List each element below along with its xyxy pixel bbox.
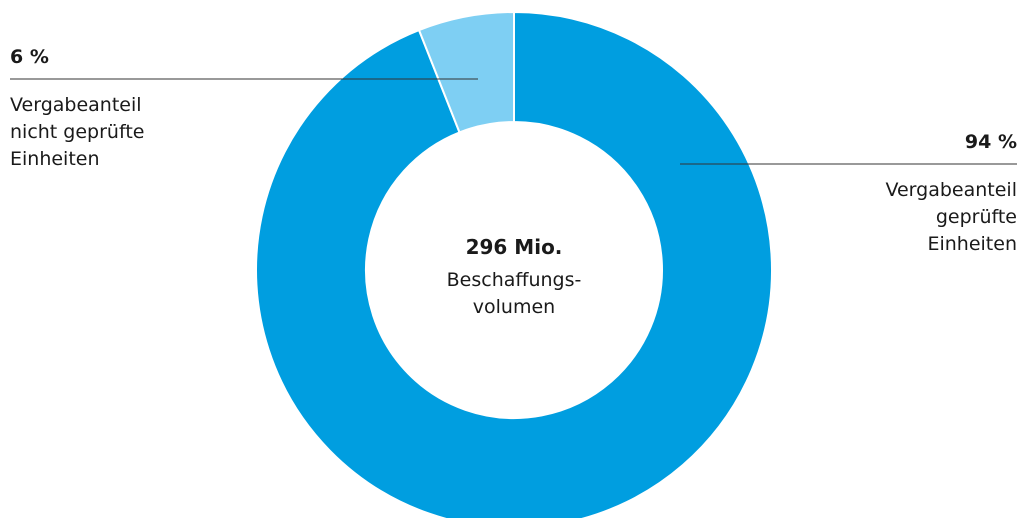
center-label-line: Beschaffungs-: [446, 269, 582, 291]
slice-label-line: Einheiten: [10, 148, 100, 170]
slice-label-not-reviewed: Vergabeanteil nicht geprüfte Einheiten: [10, 92, 144, 173]
slice-not-reviewed-units: [417, 10, 515, 134]
slice-label-line: Vergabeanteil: [10, 94, 142, 116]
slice-percent-label-not-reviewed: 6 %: [10, 46, 49, 68]
slice-label-reviewed: Vergabeanteil geprüfte Einheiten: [885, 177, 1017, 258]
slice-reviewed-units: [255, 10, 773, 518]
donut-slices: [255, 10, 773, 518]
center-label-line: volumen: [472, 296, 556, 318]
slice-label-line: Vergabeanteil: [885, 179, 1017, 201]
slice-percent-label-reviewed: 94 %: [964, 131, 1017, 153]
slice-label-line: geprüfte: [935, 206, 1017, 228]
center-total-label: Beschaffungs- volumen: [414, 267, 614, 321]
slice-label-line: nicht geprüfte: [10, 121, 145, 143]
center-total-value: 296 Mio.: [465, 235, 563, 259]
slice-label-line: Einheiten: [927, 233, 1017, 255]
